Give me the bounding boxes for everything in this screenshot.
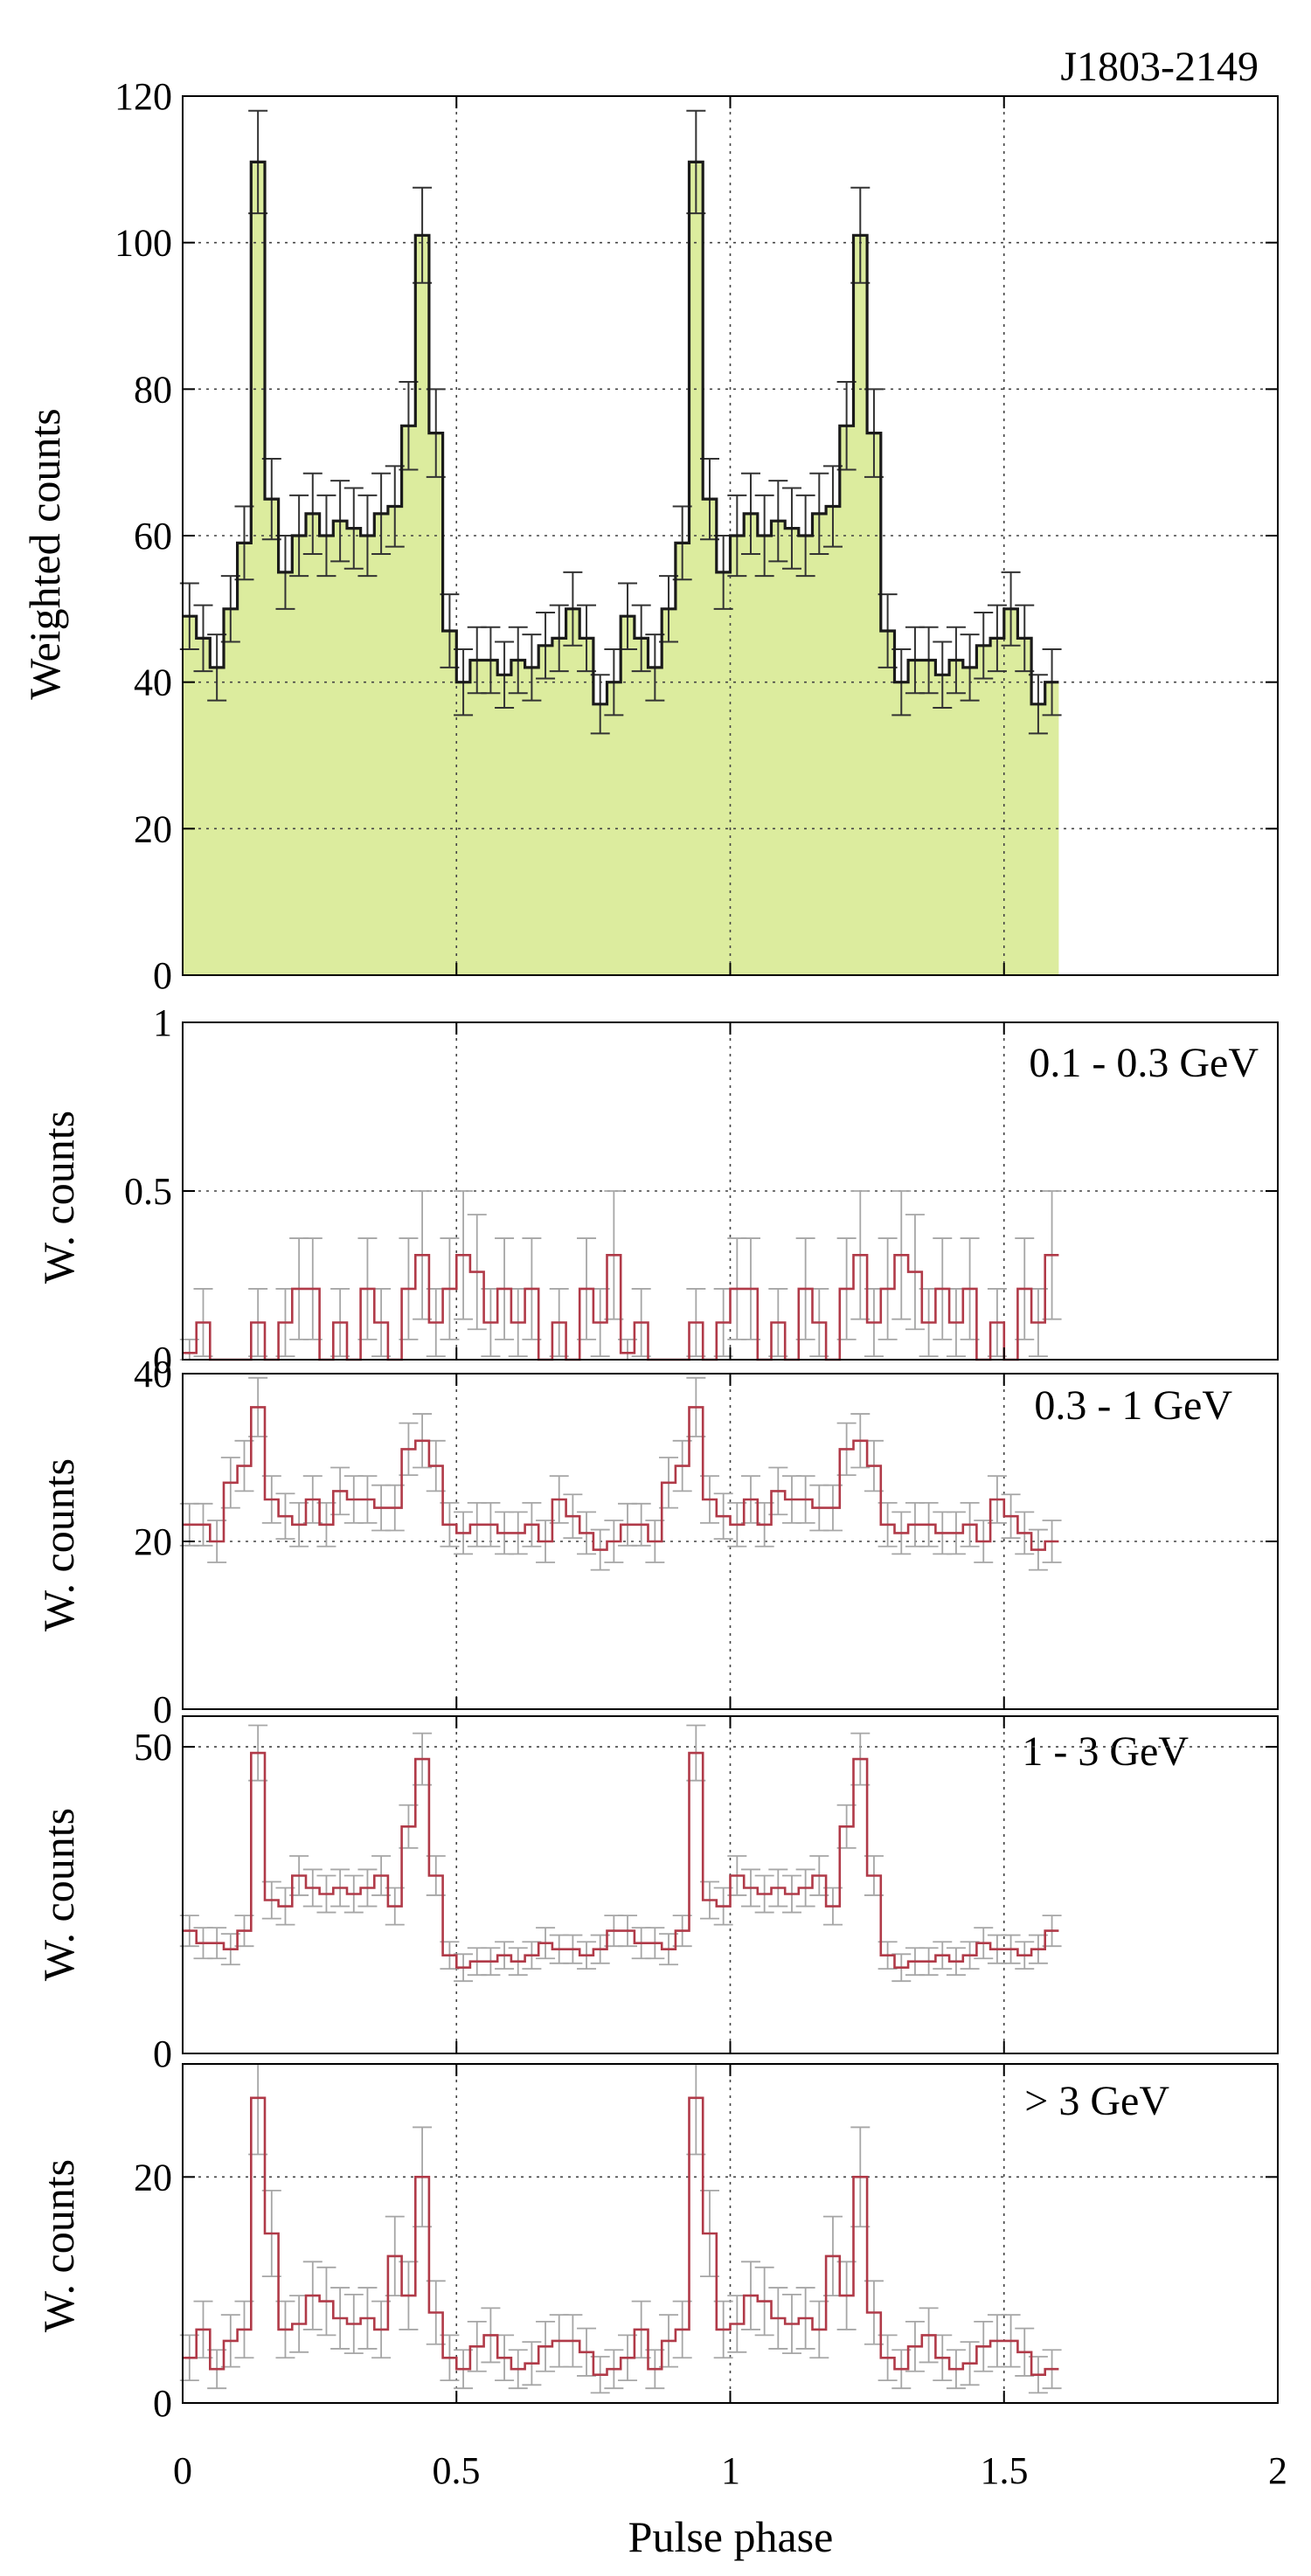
y-axis-label-total: Weighted counts [20, 408, 69, 699]
x-axis: 0 0.5 1 1.5 2 Pulse phase [173, 2449, 1287, 2561]
y-tick-label: 20 [134, 1520, 172, 1563]
panel-title-band-2: 0.3 - 1 GeV [1034, 1382, 1232, 1429]
x-tick-label-1: 0.5 [433, 2449, 481, 2492]
y-tick-label: 1 [153, 1001, 172, 1044]
y-tick-label: 100 [114, 222, 172, 265]
histogram-steps [183, 1406, 1059, 1551]
y-axis-label-band-2: W. counts [34, 1458, 83, 1631]
y-tick-label: 0 [153, 2382, 172, 2425]
x-tick-label-4: 2 [1268, 2449, 1287, 2492]
histogram-steps [183, 1254, 1059, 1361]
x-axis-label: Pulse phase [628, 2512, 834, 2561]
y-tick-label: 20 [134, 807, 172, 850]
y-axis-label-band-4: W. counts [34, 2159, 83, 2332]
y-tick-label: 0 [153, 954, 172, 997]
plot-frame [182, 2063, 1279, 2404]
x-tick-label-2: 1 [721, 2449, 740, 2492]
plot-frame [182, 1715, 1279, 2054]
panel-title-band-1: 0.1 - 0.3 GeV [1029, 1040, 1259, 1086]
x-tick-label-3: 1.5 [981, 2449, 1029, 2492]
panel-title-band-3: 1 - 3 GeV [1022, 1728, 1189, 1775]
x-tick-label-0: 0 [173, 2449, 192, 2492]
panel-band-0.1-0.3: 0.1 - 0.3 GeV W. counts [34, 1040, 1259, 1284]
panel-title-band-4: > 3 GeV [1024, 2078, 1169, 2124]
y-tick-label: 40 [134, 1353, 172, 1395]
plot-area-4: 0 20 [134, 2063, 1279, 2425]
panel-band-1-3: 1 - 3 GeV W. counts [34, 1728, 1189, 1981]
panel-title-total: J1803-2149 [1060, 44, 1259, 90]
y-tick-label: 0 [153, 2032, 172, 2075]
y-tick-label: 120 [114, 75, 172, 118]
panel-band-0.3-1: 0.3 - 1 GeV W. counts [34, 1382, 1232, 1631]
histogram-steps [183, 1751, 1059, 1969]
plot-frame [182, 1373, 1279, 1710]
y-tick-label: 0 [153, 1339, 172, 1381]
plot-area-2: 0 20 40 [134, 1353, 1279, 1731]
plot-area-3: 0 50 [134, 1715, 1279, 2075]
y-tick-label: 20 [134, 2156, 172, 2199]
histogram-fill [183, 162, 1059, 975]
y-tick-label: 0.5 [124, 1170, 172, 1213]
histogram-steps [183, 2096, 1059, 2376]
plot-area-1: 00.51 [124, 1001, 1279, 1381]
y-axis-label-band-3: W. counts [34, 1808, 83, 1981]
y-tick-label: 60 [134, 515, 172, 557]
panel-band-gt-3: > 3 GeV W. counts [34, 2078, 1169, 2332]
y-tick-label: 50 [134, 1726, 172, 1769]
plot-frame [182, 1021, 1279, 1361]
plot-area-0: 0 20 40 60 80 100 120 [114, 75, 1279, 997]
histogram-steps [183, 160, 1059, 706]
plot-frame [182, 95, 1279, 976]
y-tick-label: 80 [134, 368, 172, 411]
panel-total: J1803-2149 Weighted counts [20, 44, 1259, 700]
y-tick-label: 0 [153, 1688, 172, 1731]
y-axis-label-band-1: W. counts [34, 1111, 83, 1284]
y-tick-label: 40 [134, 661, 172, 704]
